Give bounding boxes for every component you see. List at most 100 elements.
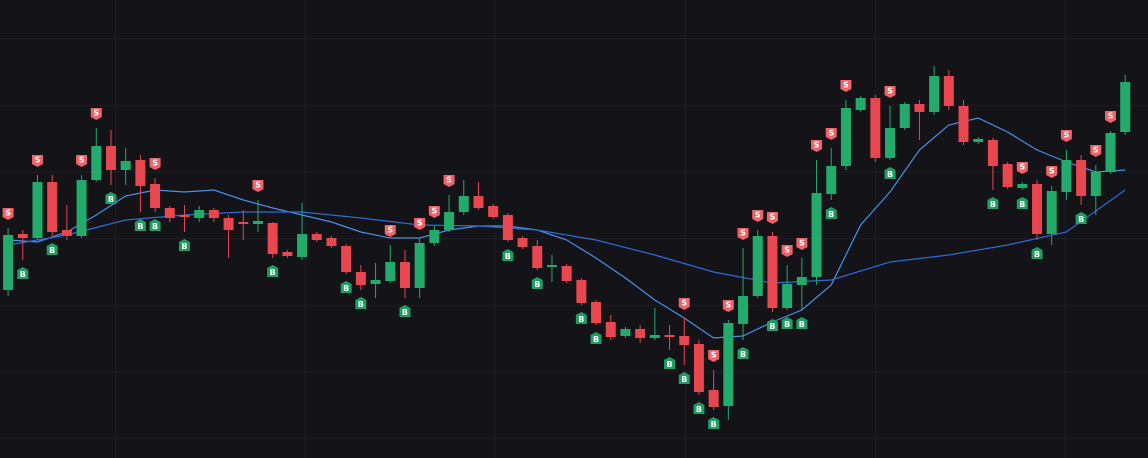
signal-badge: S xyxy=(1060,130,1072,142)
signal-badge: S xyxy=(90,108,102,120)
candle xyxy=(649,308,660,340)
candle xyxy=(620,327,631,338)
signal-badge: S xyxy=(149,158,161,170)
candle-body xyxy=(208,210,219,218)
candle xyxy=(635,325,646,343)
candle xyxy=(17,230,28,260)
signal-badge: S xyxy=(443,175,455,187)
signal-badge: B xyxy=(340,281,352,293)
signal-badge: B xyxy=(664,357,676,369)
buy-badge-label: B xyxy=(799,320,805,329)
candle-body xyxy=(973,139,984,142)
candle-body xyxy=(987,140,998,166)
buy-badge-shape xyxy=(46,243,58,255)
sell-badge-label: S xyxy=(887,87,893,96)
sell-badge-shape xyxy=(252,180,264,192)
signal-badge: B xyxy=(796,317,808,329)
buy-badge-shape xyxy=(399,305,411,317)
buy-badge-label: B xyxy=(20,270,26,279)
candle-body xyxy=(1076,160,1087,196)
candle xyxy=(1105,131,1116,174)
buy-badge-label: B xyxy=(270,268,276,277)
candle xyxy=(532,240,543,270)
buy-badge-shape xyxy=(502,249,514,261)
buy-badge-shape xyxy=(149,219,161,231)
buy-badge-label: B xyxy=(681,375,687,384)
candle-body xyxy=(341,246,352,272)
candle-body xyxy=(826,166,837,194)
buy-badge-shape xyxy=(708,417,720,429)
sell-badge-label: S xyxy=(1064,131,1070,140)
candle-body xyxy=(47,182,58,232)
signal-badge: B xyxy=(678,372,690,384)
candle xyxy=(855,96,866,112)
signal-badge: B xyxy=(1016,197,1028,209)
candle xyxy=(517,236,528,249)
buy-badge-label: B xyxy=(181,242,187,251)
buy-badge-label: B xyxy=(505,252,511,261)
candle-body xyxy=(385,262,396,281)
signal-badge: B xyxy=(399,305,411,317)
candle xyxy=(105,130,116,185)
sell-badge-shape xyxy=(796,238,808,250)
candle-body xyxy=(150,184,161,208)
candle-body xyxy=(811,193,822,277)
candle-body xyxy=(752,236,763,296)
sell-badge-shape xyxy=(1090,145,1102,157)
candle-body xyxy=(796,277,807,285)
buy-badge-label: B xyxy=(49,246,55,255)
candle-body xyxy=(61,230,72,236)
buy-badge-shape xyxy=(678,372,690,384)
sell-badge-label: S xyxy=(828,129,834,138)
buy-badge-label: B xyxy=(578,315,584,324)
candle xyxy=(429,226,440,246)
candle-body xyxy=(252,221,263,224)
candle-body xyxy=(1046,191,1057,234)
candle-body xyxy=(1090,172,1101,196)
buy-badge-label: B xyxy=(828,210,834,219)
buy-badge-shape xyxy=(340,281,352,293)
signal-badge: B xyxy=(178,239,190,251)
candle-body xyxy=(164,208,175,218)
buy-badge-shape xyxy=(355,297,367,309)
signal-badge: B xyxy=(1075,212,1087,224)
sell-badge-shape xyxy=(76,155,88,167)
signal-badge: B xyxy=(693,402,705,414)
candle-body xyxy=(458,196,469,212)
candle-body xyxy=(635,329,646,338)
candle xyxy=(1120,75,1131,135)
candle-body xyxy=(1017,184,1028,188)
signal-badge: S xyxy=(737,228,749,240)
candle-body xyxy=(32,182,43,238)
signal-badge: S xyxy=(252,180,264,192)
sell-badge-label: S xyxy=(784,246,790,255)
sell-badge-label: S xyxy=(387,226,393,235)
candle xyxy=(796,258,807,310)
signal-badge: B xyxy=(355,297,367,309)
buy-badge-label: B xyxy=(343,284,349,293)
candle xyxy=(708,370,719,410)
signal-badge: B xyxy=(575,312,587,324)
buy-badge-shape xyxy=(531,277,543,289)
buy-badge-label: B xyxy=(402,308,408,317)
candle-body xyxy=(3,235,14,290)
buy-badge-shape xyxy=(590,332,602,344)
signal-badge: S xyxy=(1046,166,1058,178)
buy-badge-shape xyxy=(1075,212,1087,224)
candle xyxy=(723,320,734,420)
candle xyxy=(414,238,425,298)
sell-badge-label: S xyxy=(35,156,41,165)
signal-badge: B xyxy=(708,417,720,429)
candle xyxy=(238,210,249,240)
sell-badge-shape xyxy=(90,108,102,120)
sell-badge-label: S xyxy=(446,176,452,185)
sell-badge-label: S xyxy=(740,229,746,238)
buy-badge-shape xyxy=(884,167,896,179)
candle-body xyxy=(91,146,102,180)
candle xyxy=(399,250,410,298)
signal-badge: S xyxy=(884,86,896,98)
signal-badge: S xyxy=(678,298,690,310)
candle xyxy=(32,175,43,240)
signal-badge: S xyxy=(76,155,88,167)
buy-badge-shape xyxy=(766,319,778,331)
